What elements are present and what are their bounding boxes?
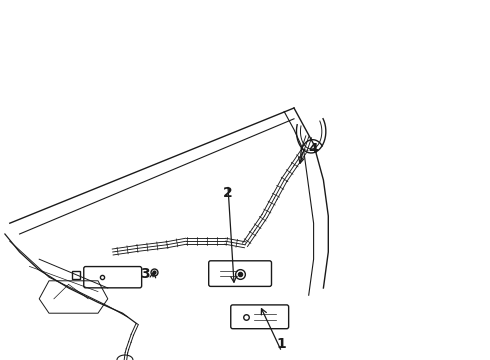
Text: 4: 4 xyxy=(309,143,318,156)
Text: 3: 3 xyxy=(140,267,149,280)
Text: 2: 2 xyxy=(223,186,233,199)
Text: 1: 1 xyxy=(277,337,287,351)
